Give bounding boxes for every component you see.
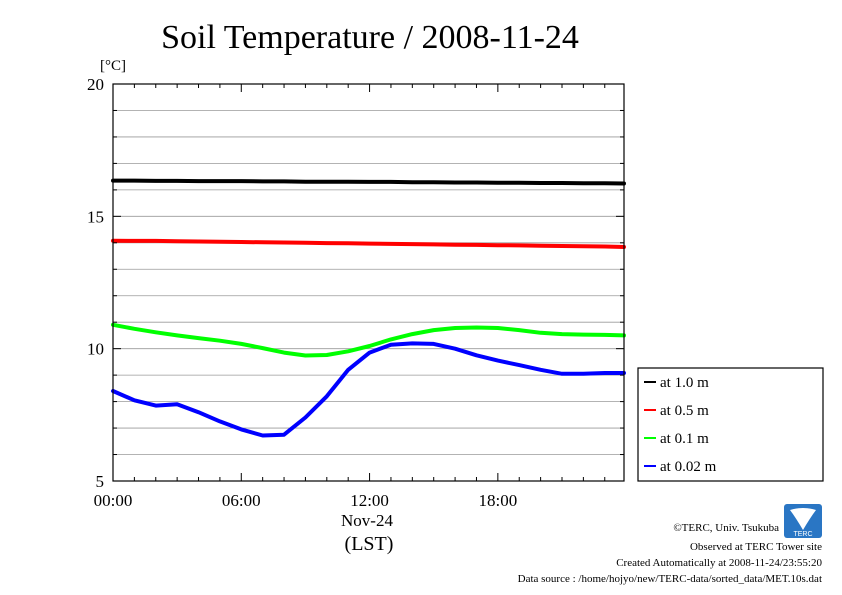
y-tick-label: 20	[87, 75, 104, 94]
x-axis-tick-labels: 00:00 06:00 12:00 18:00	[94, 491, 518, 510]
legend-entry: at 0.5 m	[660, 403, 709, 419]
footer-created: Created Automatically at 2008-11-24/23:5…	[616, 557, 822, 569]
legend-box	[637, 367, 824, 482]
grid-lines	[113, 110, 624, 455]
footer-observed: Observed at TERC Tower site	[690, 541, 822, 553]
series-lines	[111, 178, 626, 438]
y-axis-tick-labels: 5 10 15 20	[87, 75, 104, 491]
terc-logo: TERC	[784, 504, 822, 538]
series-line-at-0-1-m	[111, 322, 626, 358]
logo-text: TERC	[793, 531, 812, 538]
legend-entry: at 0.02 m	[660, 459, 717, 475]
x-tick-label: 12:00	[350, 491, 389, 510]
x-axis-date-label: Nov-24	[341, 511, 393, 530]
legend-entry: at 1.0 m	[660, 375, 709, 391]
plot-frame	[112, 83, 625, 482]
y-tick-label: 15	[87, 207, 104, 226]
series-line-at-0-02-m	[111, 341, 626, 438]
x-axis-label: (LST)	[345, 533, 394, 555]
footer-copyright: ©TERC, Univ. Tsukuba	[673, 522, 779, 534]
x-tick-label: 06:00	[222, 491, 261, 510]
y-axis-unit: [°C]	[100, 58, 126, 74]
y-tick-label: 5	[96, 472, 105, 491]
x-tick-label: 18:00	[478, 491, 517, 510]
footer-source: Data source : /home/hojyo/new/TERC-data/…	[518, 573, 822, 585]
x-tick-label: 00:00	[94, 491, 133, 510]
legend: at 1.0 m at 0.5 m at 0.1 m at 0.02 m	[637, 367, 824, 482]
legend-entry: at 0.1 m	[660, 431, 709, 447]
series-line-at-0-5-m	[111, 238, 626, 249]
series-line-at-1-0-m	[111, 178, 626, 186]
axis-ticks	[112, 83, 624, 482]
y-tick-label: 10	[87, 340, 104, 359]
logo-drop-icon	[790, 508, 816, 530]
chart-title: Soil Temperature / 2008-11-24	[161, 19, 579, 56]
